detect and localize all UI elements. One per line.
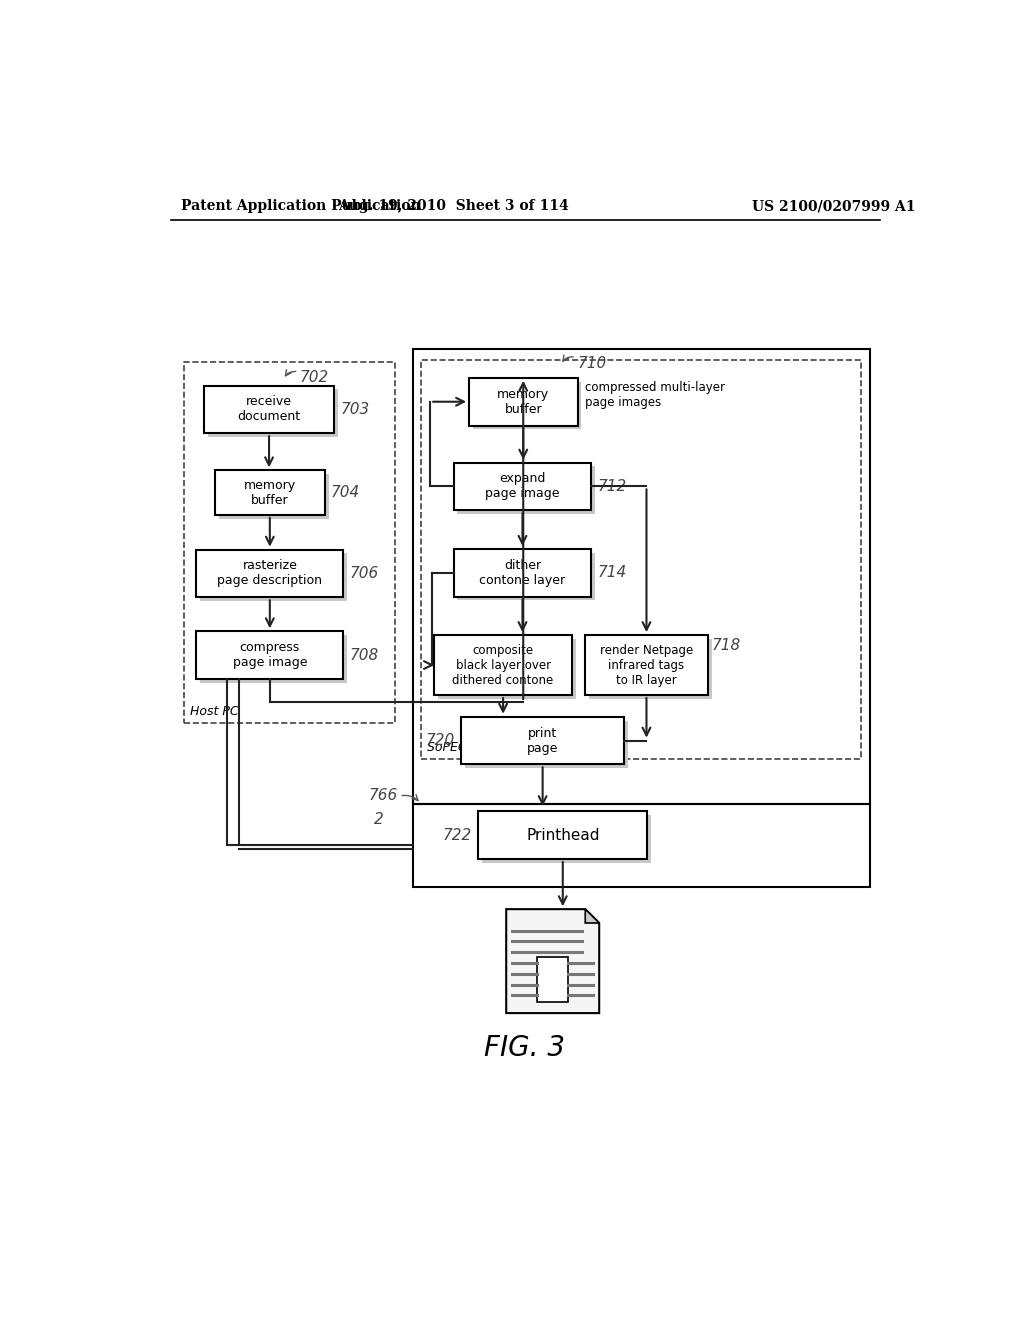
Text: rasterize
page description: rasterize page description xyxy=(217,560,323,587)
Text: dither
contone layer: dither contone layer xyxy=(479,558,565,586)
Bar xyxy=(482,816,651,863)
Bar xyxy=(461,717,624,764)
Polygon shape xyxy=(506,909,599,1014)
Text: 708: 708 xyxy=(349,648,379,663)
Bar xyxy=(473,381,582,429)
Bar xyxy=(219,474,329,519)
Bar xyxy=(414,350,870,804)
Text: receive
document: receive document xyxy=(238,396,301,424)
Bar xyxy=(434,635,572,696)
Text: 710: 710 xyxy=(578,355,607,371)
Bar xyxy=(215,470,325,515)
Text: print
page: print page xyxy=(527,726,558,755)
Text: expand
page image: expand page image xyxy=(485,473,560,500)
Bar xyxy=(589,639,712,700)
Text: memory
buffer: memory buffer xyxy=(498,388,549,416)
Text: 706: 706 xyxy=(349,566,379,581)
Bar xyxy=(208,389,338,437)
Bar xyxy=(200,553,347,601)
Polygon shape xyxy=(586,909,599,923)
Bar xyxy=(478,812,647,859)
Text: 2: 2 xyxy=(374,812,384,826)
Text: 714: 714 xyxy=(598,565,627,581)
Text: 702: 702 xyxy=(300,370,330,385)
Bar xyxy=(454,462,592,511)
Text: 703: 703 xyxy=(340,401,370,417)
Bar xyxy=(458,466,595,515)
Text: Aug. 19, 2010  Sheet 3 of 114: Aug. 19, 2010 Sheet 3 of 114 xyxy=(338,199,569,213)
Bar xyxy=(465,721,628,768)
Bar xyxy=(538,957,568,1002)
Bar xyxy=(454,549,592,597)
Text: US 2100/0207999 A1: US 2100/0207999 A1 xyxy=(752,199,915,213)
Text: 718: 718 xyxy=(712,639,740,653)
Bar xyxy=(204,385,334,433)
Text: memory
buffer: memory buffer xyxy=(244,479,296,507)
Text: 722: 722 xyxy=(442,828,472,842)
Bar xyxy=(200,635,347,682)
Text: compress
page image: compress page image xyxy=(232,642,307,669)
Bar xyxy=(458,553,595,601)
Text: 720: 720 xyxy=(426,733,455,748)
Bar xyxy=(197,549,343,598)
Bar xyxy=(414,804,870,887)
Bar xyxy=(438,639,575,700)
Text: FIG. 3: FIG. 3 xyxy=(484,1034,565,1061)
Text: compressed multi-layer
page images: compressed multi-layer page images xyxy=(586,380,725,409)
Text: Host PC: Host PC xyxy=(190,705,239,718)
Text: composite
black layer over
dithered contone: composite black layer over dithered cont… xyxy=(453,644,554,686)
Bar xyxy=(421,360,861,759)
Text: SoPEC Device: SoPEC Device xyxy=(427,742,514,755)
Text: 766: 766 xyxy=(369,788,397,804)
Text: 704: 704 xyxy=(331,484,360,500)
Bar xyxy=(586,635,708,696)
Text: 712: 712 xyxy=(598,479,627,494)
Text: Printhead: Printhead xyxy=(526,828,599,842)
Bar xyxy=(197,631,343,678)
Bar xyxy=(183,363,394,723)
Text: render Netpage
infrared tags
to IR layer: render Netpage infrared tags to IR layer xyxy=(600,644,693,686)
Bar xyxy=(469,378,578,425)
Text: Patent Application Publication: Patent Application Publication xyxy=(180,199,420,213)
